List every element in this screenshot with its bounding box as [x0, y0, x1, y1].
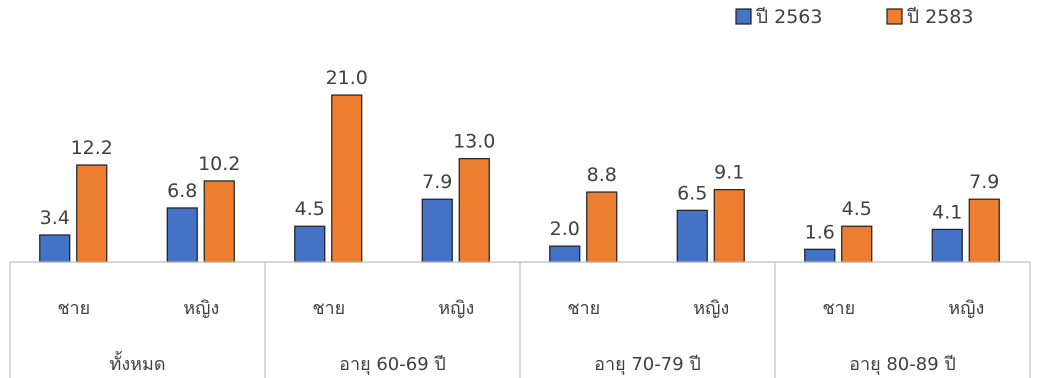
- bar-series-1: [676, 209, 708, 263]
- bar-series-2: [331, 94, 363, 263]
- bar-series-2: [586, 191, 618, 263]
- data-label-series-1: 6.8: [167, 180, 197, 202]
- bar-series-2: [713, 189, 745, 263]
- group-label: อายุ 60-69 ปี: [339, 354, 446, 375]
- bar-series-1: [931, 228, 963, 263]
- legend-label-series-1: ปี 2563: [755, 6, 822, 28]
- bar-series-2: [76, 164, 108, 263]
- data-label-series-1: 6.5: [677, 182, 707, 204]
- data-label-series-2: 8.8: [587, 164, 617, 186]
- bar-series-2: [458, 158, 490, 263]
- data-label-series-2: 7.9: [969, 171, 999, 193]
- bar-series-1: [39, 234, 71, 263]
- data-label-series-2: 21.0: [326, 67, 368, 89]
- bar-series-1: [166, 207, 198, 263]
- data-label-series-1: 3.4: [40, 207, 70, 229]
- data-label-series-1: 4.5: [295, 198, 325, 220]
- bar-series-1: [294, 225, 326, 263]
- category-label: หญิง: [693, 298, 729, 319]
- group-label: ทั้งหมด: [109, 351, 165, 375]
- bar-series-1: [549, 245, 581, 263]
- legend-swatch-series-2: [886, 8, 903, 25]
- data-label-series-2: 4.5: [842, 198, 872, 220]
- group-label: อายุ 80-89 ปี: [849, 354, 956, 375]
- bar-series-1: [421, 198, 453, 263]
- legend-label-series-2: ปี 2583: [906, 6, 973, 28]
- category-label: หญิง: [948, 298, 984, 319]
- category-label: ชาย: [57, 298, 90, 319]
- category-label: ชาย: [822, 298, 855, 319]
- legend: ปี 2563 ปี 2583: [735, 6, 973, 28]
- category-label: หญิง: [183, 298, 219, 319]
- data-label-series-1: 2.0: [550, 218, 580, 240]
- bars: 3.412.26.810.24.521.07.913.02.08.86.59.1…: [39, 67, 1000, 263]
- category-label: ชาย: [312, 298, 345, 319]
- legend-swatch-series-1: [735, 8, 752, 25]
- data-label-series-2: 9.1: [714, 162, 744, 184]
- data-label-series-2: 10.2: [198, 153, 240, 175]
- bar-series-2: [841, 225, 873, 263]
- data-label-series-1: 4.1: [932, 201, 962, 223]
- data-label-series-1: 7.9: [422, 171, 452, 193]
- category-label: ชาย: [567, 298, 600, 319]
- data-label-series-2: 12.2: [71, 137, 113, 159]
- bar-series-1: [804, 248, 836, 263]
- category-label: หญิง: [438, 298, 474, 319]
- bar-series-2: [968, 198, 1000, 263]
- data-label-series-1: 1.6: [805, 221, 835, 243]
- data-label-series-2: 13.0: [453, 131, 495, 153]
- bar-series-2: [203, 180, 235, 263]
- group-label: อายุ 70-79 ปี: [594, 354, 701, 375]
